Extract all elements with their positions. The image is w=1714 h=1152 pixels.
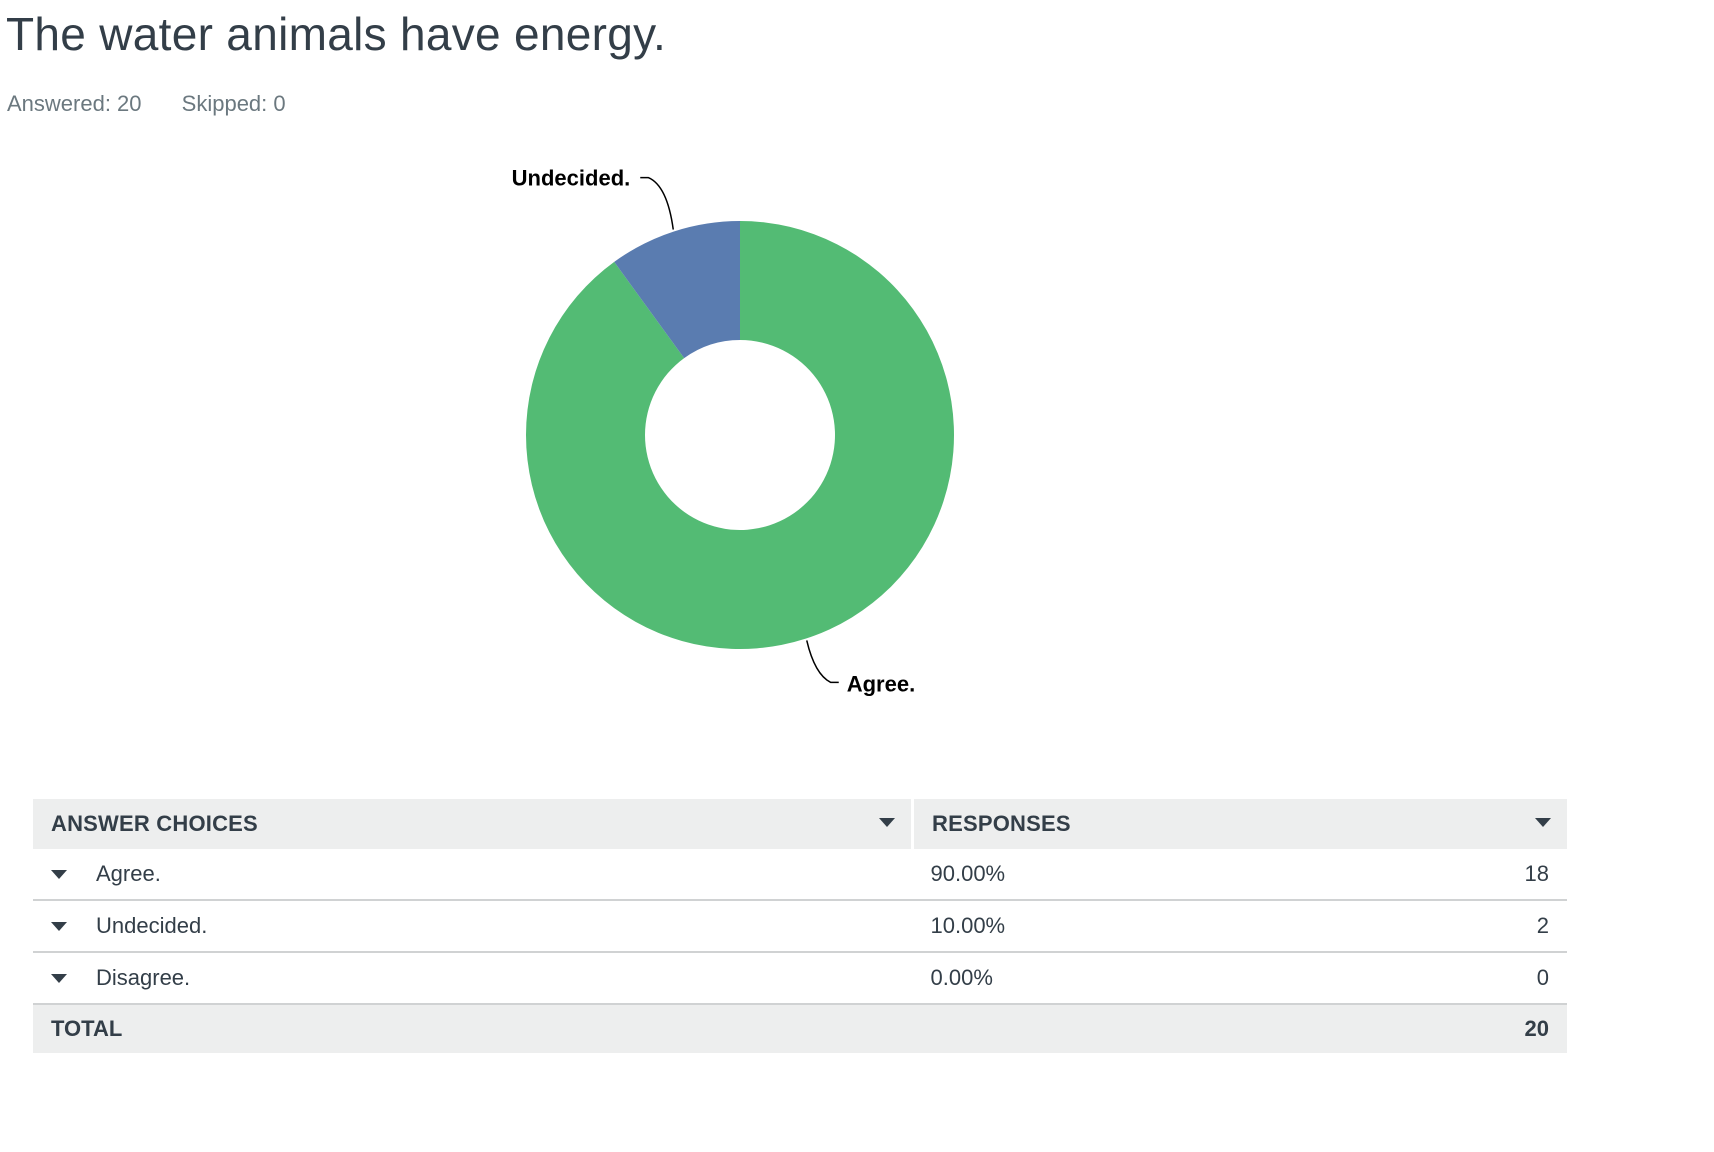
leader-line — [806, 640, 839, 684]
table-row: Disagree. 0.00% 0 — [33, 952, 1567, 1005]
response-stats: Answered: 20 Skipped: 0 — [7, 90, 320, 118]
response-percent: 10.00% — [912, 900, 1336, 953]
responses-header-label: RESPONSES — [932, 811, 1071, 836]
answer-choice-label: Agree. — [96, 861, 161, 886]
total-row: TOTAL 20 — [33, 1004, 1567, 1053]
expand-row-icon[interactable] — [51, 921, 67, 931]
slice-label: Agree. — [847, 671, 915, 696]
donut-chart-svg: Agree. Undecided. — [512, 166, 954, 696]
donut-slice-undecided — [614, 221, 740, 359]
skipped-count: Skipped: 0 — [181, 91, 286, 116]
answer-choice-cell: Agree. — [33, 849, 913, 901]
question-title: The water animals have energy. — [6, 8, 667, 60]
answer-choice-cell: Undecided. — [33, 900, 913, 953]
donut-slice-agree — [525, 221, 954, 649]
response-percent: 90.00% — [912, 849, 1336, 901]
results-table: ANSWER CHOICES RESPONSES Agree. 90.00% 1… — [33, 799, 1567, 1053]
table-header-row: ANSWER CHOICES RESPONSES — [33, 799, 1567, 849]
slice-label: Undecided. — [512, 166, 631, 191]
expand-row-icon[interactable] — [51, 869, 67, 879]
answer-choices-header-label: ANSWER CHOICES — [51, 811, 258, 836]
answered-count: Answered: 20 — [7, 91, 142, 116]
sort-responses-icon[interactable] — [1535, 818, 1551, 827]
answer-choice-label: Disagree. — [96, 965, 191, 990]
response-percent: 0.00% — [912, 952, 1336, 1005]
leader-line — [640, 176, 674, 230]
response-count: 18 — [1335, 849, 1567, 901]
response-count: 2 — [1335, 900, 1567, 953]
responses-header[interactable]: RESPONSES — [912, 799, 1567, 849]
total-value: 20 — [1335, 1004, 1567, 1053]
answer-choices-header[interactable]: ANSWER CHOICES — [33, 799, 914, 849]
sort-choices-icon[interactable] — [879, 818, 895, 827]
total-label: TOTAL — [33, 1004, 1336, 1053]
response-count: 0 — [1335, 952, 1567, 1005]
donut-chart: Agree. Undecided. — [0, 130, 1714, 750]
answer-choice-label: Undecided. — [96, 913, 208, 938]
answer-choice-cell: Disagree. — [33, 952, 913, 1005]
table-row: Agree. 90.00% 18 — [33, 849, 1567, 901]
expand-row-icon[interactable] — [51, 973, 67, 983]
table-row: Undecided. 10.00% 2 — [33, 900, 1567, 953]
